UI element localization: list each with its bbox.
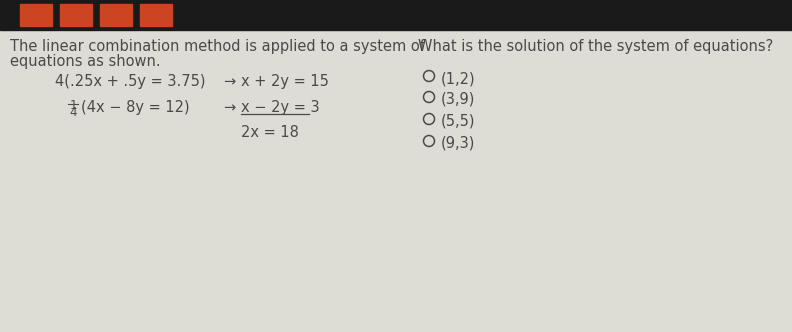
Bar: [60, 4, 92, 26]
Text: equations as shown.: equations as shown.: [10, 54, 161, 69]
Text: →: →: [223, 74, 235, 89]
Bar: [20, 4, 52, 26]
Text: x − 2y = 3: x − 2y = 3: [241, 100, 320, 115]
Text: (1,2): (1,2): [441, 71, 476, 86]
Text: What is the solution of the system of equations?: What is the solution of the system of eq…: [418, 39, 773, 54]
Text: 4: 4: [69, 106, 77, 119]
Text: (9,3): (9,3): [441, 136, 475, 151]
Bar: [140, 4, 172, 26]
Text: x + 2y = 15: x + 2y = 15: [241, 74, 329, 89]
Bar: [0, 0, 792, 30]
Text: 2x = 18: 2x = 18: [241, 125, 299, 140]
Text: (5,5): (5,5): [441, 114, 475, 129]
Text: (3,9): (3,9): [441, 92, 475, 107]
Text: The linear combination method is applied to a system of: The linear combination method is applied…: [10, 39, 425, 54]
Text: →: →: [223, 100, 235, 115]
Bar: [100, 4, 132, 26]
Text: 4(.25x + .5y = 3.75): 4(.25x + .5y = 3.75): [55, 74, 205, 89]
Text: (4x − 8y = 12): (4x − 8y = 12): [81, 100, 189, 115]
Text: 1: 1: [69, 99, 77, 112]
